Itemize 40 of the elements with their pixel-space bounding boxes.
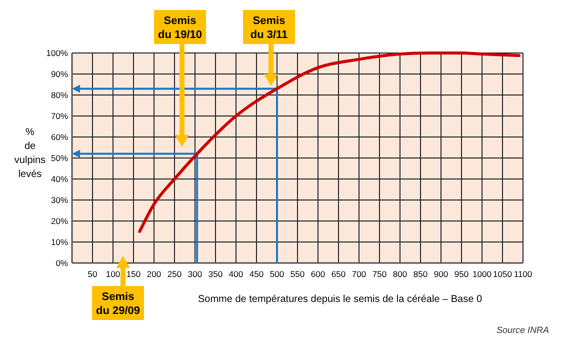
x-tick-label: 150	[126, 269, 141, 279]
x-tick-label: 500	[270, 269, 284, 279]
x-tick-label: 300	[188, 269, 202, 279]
x-tick-label: 350	[208, 269, 223, 279]
y-tick-label: 0%	[56, 258, 68, 268]
text: Semis du 19/10	[158, 15, 202, 41]
y-tick-label: 70%	[50, 111, 68, 121]
text: Semis du 29/09	[96, 291, 140, 317]
x-tick-label: 1050	[493, 269, 512, 279]
y-tick-label: 10%	[50, 237, 68, 247]
y-tick-label: 100%	[46, 48, 68, 58]
y-tick-label: 30%	[50, 195, 68, 205]
x-tick-label: 950	[454, 269, 469, 279]
y-tick-label: 90%	[50, 69, 68, 79]
x-tick-label: 100	[106, 269, 120, 279]
x-tick-label: 850	[413, 269, 428, 279]
x-tick-label: 700	[352, 269, 366, 279]
x-tick-label: 200	[146, 269, 162, 279]
x-tick-label: 900	[434, 269, 448, 279]
x-tick-label: 1100	[514, 269, 532, 279]
x-tick-label: 750	[372, 269, 387, 279]
x-tick-label: 600	[310, 269, 326, 279]
x-tick-label: 450	[249, 269, 264, 279]
x-tick-label: 400	[228, 269, 244, 279]
y-tick-label: 60%	[50, 132, 68, 142]
source-note: Source INRA	[496, 325, 549, 335]
x-tick-label: 1000	[472, 269, 492, 279]
x-tick-label: 250	[167, 269, 182, 279]
text: Semis du 3/11	[250, 15, 288, 41]
x-tick-label: 650	[331, 269, 346, 279]
y-axis-title: % de vulpins levés	[14, 127, 46, 180]
y-tick-label: 40%	[50, 174, 68, 184]
x-axis-title: Somme de températures depuis le semis de la céréale – Base 0	[198, 294, 482, 305]
x-tick-label: 50	[88, 269, 98, 279]
y-tick-label: 80%	[50, 90, 68, 100]
x-tick-label: 800	[392, 269, 408, 279]
y-tick-label: 20%	[50, 216, 68, 226]
x-tick-label: 550	[290, 269, 305, 279]
y-tick-label: 50%	[50, 153, 68, 163]
line-series	[138, 52, 520, 233]
